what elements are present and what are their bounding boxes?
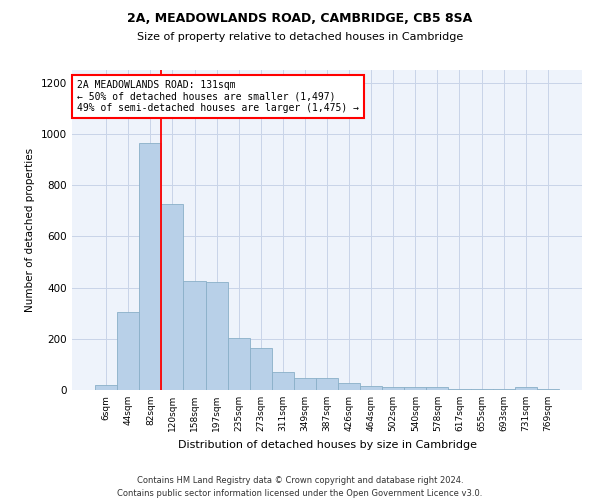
Bar (338, 383, 360, 390)
Bar (227, 338, 250, 390)
Text: Contains HM Land Registry data © Crown copyright and database right 2024.
Contai: Contains HM Land Registry data © Crown c… (118, 476, 482, 498)
Bar (427, 388, 448, 390)
Bar (316, 378, 338, 390)
Bar (404, 388, 427, 390)
Y-axis label: Number of detached properties: Number of detached properties (25, 148, 35, 312)
Bar (139, 143, 161, 390)
Bar (470, 389, 493, 390)
Text: Size of property relative to detached houses in Cambridge: Size of property relative to detached ho… (137, 32, 463, 42)
Bar (184, 281, 206, 390)
Bar (206, 282, 227, 390)
Bar (515, 387, 537, 390)
Bar (250, 348, 272, 390)
Bar (382, 388, 404, 390)
Text: 2A, MEADOWLANDS ROAD, CAMBRIDGE, CB5 8SA: 2A, MEADOWLANDS ROAD, CAMBRIDGE, CB5 8SA (127, 12, 473, 26)
Text: 2A MEADOWLANDS ROAD: 131sqm
← 50% of detached houses are smaller (1,497)
49% of : 2A MEADOWLANDS ROAD: 131sqm ← 50% of det… (77, 80, 359, 113)
Bar (117, 312, 139, 390)
Bar (294, 378, 316, 390)
Bar (448, 389, 470, 390)
Bar (493, 389, 515, 390)
Bar (161, 204, 184, 390)
X-axis label: Distribution of detached houses by size in Cambridge: Distribution of detached houses by size … (178, 440, 476, 450)
Bar (272, 372, 294, 390)
Bar (360, 386, 382, 390)
Bar (95, 385, 117, 390)
Bar (537, 389, 559, 390)
